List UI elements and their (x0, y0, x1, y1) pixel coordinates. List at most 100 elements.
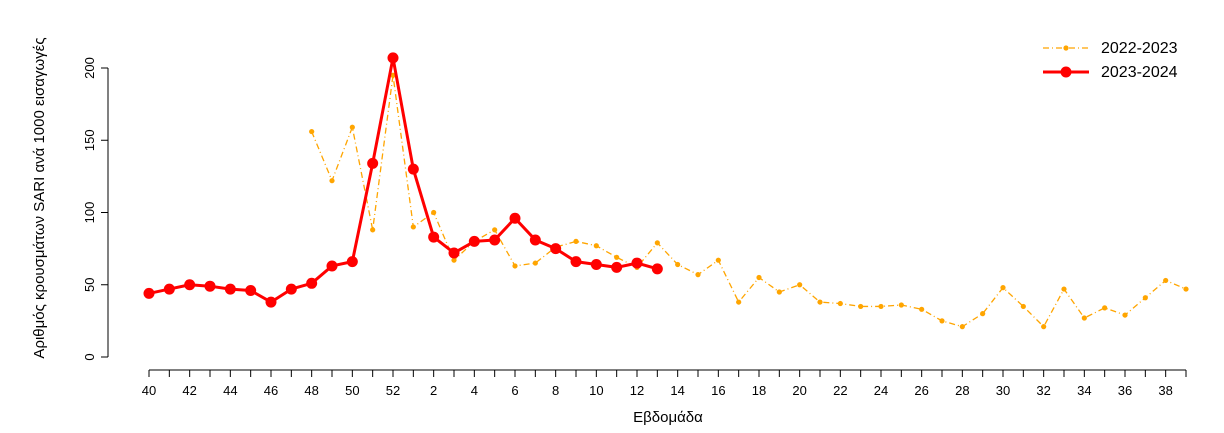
x-tick-label: 28 (955, 383, 969, 398)
data-point (390, 72, 396, 78)
data-point (1061, 286, 1067, 292)
x-tick-label: 34 (1077, 383, 1091, 398)
data-point (245, 285, 257, 297)
data-point (614, 254, 620, 260)
series-line (148, 56, 658, 304)
x-tick-label: 6 (511, 383, 518, 398)
x-tick-label: 50 (345, 383, 359, 398)
data-point (939, 318, 945, 324)
data-point (797, 282, 803, 288)
x-tick-label: 16 (711, 383, 725, 398)
data-point (204, 280, 216, 292)
data-point (837, 300, 843, 307)
y-tick-label: 200 (82, 57, 97, 79)
data-point (346, 256, 358, 268)
x-tick-label: 48 (304, 383, 318, 398)
x-tick-label: 32 (1036, 383, 1050, 398)
x-tick-label: 22 (833, 383, 847, 398)
x-tick-label: 10 (589, 383, 603, 398)
legend-marker (1060, 66, 1072, 78)
data-point (715, 257, 721, 263)
x-tick-label: 18 (752, 383, 766, 398)
data-point (611, 261, 623, 273)
legend: 2022-2023 2023-2024 (1043, 40, 1178, 81)
data-point (309, 128, 315, 135)
data-point (184, 279, 196, 291)
data-point (573, 238, 579, 244)
data-point (509, 212, 521, 224)
data-point (1183, 286, 1189, 292)
data-point (349, 124, 355, 130)
series-line (311, 74, 1187, 328)
data-point (1000, 285, 1006, 291)
data-point (512, 263, 518, 269)
data-point (224, 283, 236, 295)
series-layer (143, 52, 1189, 330)
data-point (529, 234, 541, 246)
y-tick-label: 0 (82, 353, 97, 360)
x-tick-label: 20 (792, 383, 806, 398)
data-point (489, 234, 501, 246)
x-tick-label: 52 (386, 383, 400, 398)
x-tick-label: 24 (874, 383, 888, 398)
x-axis-title: Εβδομάδα (633, 409, 703, 426)
data-point (448, 247, 460, 259)
data-point (651, 263, 663, 275)
data-point (980, 311, 986, 317)
data-point (370, 227, 376, 233)
data-point (1020, 303, 1026, 310)
data-point (858, 303, 864, 310)
data-point (143, 287, 155, 299)
data-point (1102, 305, 1108, 311)
data-point (407, 163, 419, 175)
data-point (878, 303, 884, 310)
data-point (285, 283, 297, 295)
data-point (593, 243, 599, 249)
data-point (428, 231, 440, 243)
data-point (492, 227, 498, 233)
x-tick-label: 26 (914, 383, 928, 398)
x-tick-label: 4 (471, 383, 478, 398)
y-ticks: 0 50 100 150 200 (82, 57, 108, 361)
axes (107, 68, 1186, 371)
legend-label: 2022-2023 (1101, 40, 1178, 57)
data-point (817, 299, 823, 305)
x-tick-label: 44 (223, 383, 237, 398)
y-tick-label: 100 (82, 202, 97, 224)
x-tick-label: 2 (430, 383, 437, 398)
legend-marker (1063, 45, 1069, 51)
data-point (1163, 277, 1169, 284)
x-tick-label: 46 (264, 383, 278, 398)
series-2023-2024 (143, 52, 663, 308)
data-point (367, 157, 379, 169)
x-ticks: 40 42 44 46 48 50 52 2 4 6 8 10 12 14 16 18 20 22 24 26 28 30… (142, 370, 1187, 398)
data-point (468, 235, 480, 247)
x-tick-label: 38 (1158, 383, 1172, 398)
y-tick-label: 150 (82, 129, 97, 151)
data-point (570, 256, 582, 268)
data-point (756, 274, 762, 281)
x-tick-label: 36 (1118, 383, 1132, 398)
data-point (550, 243, 562, 255)
data-point (265, 296, 277, 308)
data-point (776, 289, 782, 295)
data-point (532, 260, 538, 266)
series-2022-2023 (309, 72, 1189, 330)
data-point (959, 324, 965, 330)
data-point (387, 52, 399, 64)
data-point (1041, 324, 1047, 330)
data-point (451, 257, 457, 263)
data-point (654, 240, 660, 246)
data-point (695, 272, 701, 278)
data-point (410, 224, 416, 230)
x-tick-label: 12 (630, 383, 644, 398)
legend-label: 2023-2024 (1101, 64, 1178, 81)
x-tick-label: 8 (552, 383, 559, 398)
data-point (306, 277, 318, 289)
data-point (431, 209, 437, 216)
data-point (329, 178, 335, 184)
y-axis-title: Αριθμός κρουσμάτων SARI ανά 1000 εισαγωγ… (31, 37, 48, 358)
x-tick-label: 40 (142, 383, 156, 398)
data-point (590, 259, 602, 271)
